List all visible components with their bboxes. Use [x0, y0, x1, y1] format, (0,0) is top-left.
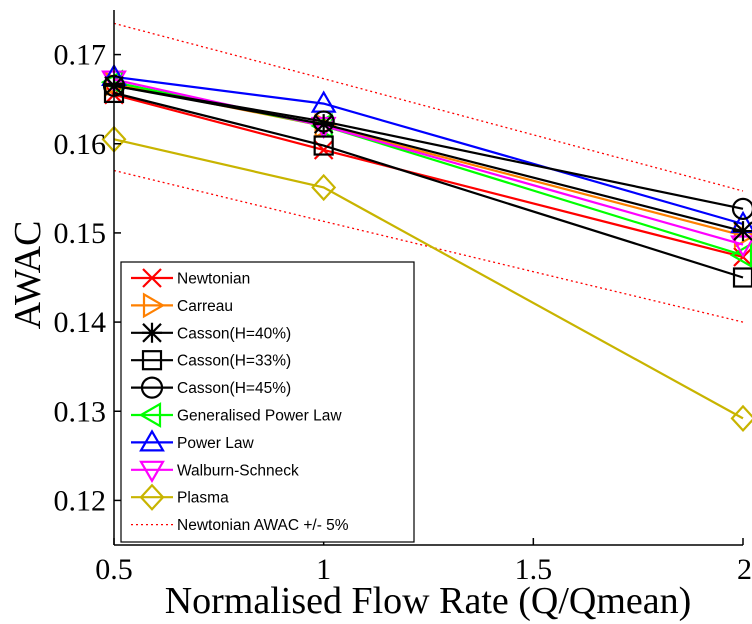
x-axis-title: Normalised Flow Rate (Q/Qmean): [165, 580, 692, 622]
legend-marker-swatch: [139, 483, 165, 511]
legend-entry: Newtonian: [131, 268, 250, 288]
legend-label: Walburn-Schneck: [177, 462, 299, 479]
legend-marker-swatch: [138, 402, 162, 428]
y-tick-label: 0.17: [54, 39, 107, 72]
legend-entry: Casson(H=45%): [131, 376, 291, 399]
legend-entry: Casson(H=33%): [131, 350, 291, 371]
data-point-marker: [731, 197, 752, 220]
upper-bound-line: [113, 22, 744, 192]
data-point-marker: [311, 173, 337, 202]
legend-entry: Generalised Power Law: [131, 402, 342, 428]
y-axis-title: AWAC: [7, 221, 49, 330]
legend-marker-swatch: [139, 460, 165, 483]
bounds-lines: [113, 22, 744, 323]
legend-label: Casson(H=33%): [177, 353, 291, 370]
legend-marker-swatch: [141, 350, 163, 371]
legend-entry: Carreau: [131, 292, 233, 319]
legend-label: Newtonian: [177, 271, 250, 288]
x-tick-label: 0.5: [95, 553, 133, 586]
data-point-marker: [732, 267, 752, 288]
legend-marker-swatch: [139, 429, 165, 452]
y-tick-label: 0.12: [54, 484, 107, 517]
y-tick-label: 0.14: [54, 306, 107, 339]
series-lines: [100, 63, 752, 433]
legend-marker-swatch: [142, 322, 162, 343]
y-tick-label: 0.13: [54, 395, 107, 428]
lower-bound-line: [113, 169, 744, 323]
legend-label: Generalised Power Law: [177, 408, 342, 425]
y-tick-label: 0.16: [54, 128, 107, 161]
legend-entry: Walburn-Schneck: [131, 460, 299, 483]
legend-entry: Plasma: [131, 483, 229, 511]
legend-label: Carreau: [177, 298, 233, 315]
legend-marker-swatch: [142, 268, 162, 288]
data-point-marker: [313, 135, 334, 156]
legend-entry: Newtonian AWAC +/- 5%: [131, 517, 349, 534]
series-line: [113, 75, 744, 226]
data-point-marker: [733, 221, 752, 242]
legend-marker-swatch: [142, 292, 166, 319]
x-tick-label: 2: [737, 553, 752, 586]
legend-label: Plasma: [177, 490, 229, 507]
legend-label: Power Law: [177, 435, 254, 452]
x-tick-label: 1: [316, 553, 331, 586]
legend-entry: Casson(H=40%): [131, 322, 291, 343]
data-point-marker: [729, 242, 752, 269]
x-tick-label: 1.5: [515, 553, 553, 586]
tick-labels: 0.12 0.13 0.14 0.15 0.16 0.17 0.5 1 1.5 2: [54, 39, 752, 586]
y-tick-label: 0.15: [54, 217, 107, 250]
legend-marker-swatch: [140, 376, 164, 399]
legend-entry: Power Law: [131, 429, 254, 452]
legend-box: [120, 261, 415, 543]
series-line: [113, 138, 744, 420]
data-point-marker: [730, 404, 752, 433]
legend-label: Newtonian AWAC +/- 5%: [177, 517, 349, 534]
legend-label: Casson(H=40%): [177, 325, 291, 342]
axes: [113, 10, 744, 546]
legend: Newtonian Carreau Casson(H=40%) Casson(H=33…: [120, 261, 415, 543]
series-line: [113, 91, 744, 279]
legend-label: Casson(H=45%): [177, 380, 291, 397]
data-point-marker: [313, 114, 334, 135]
